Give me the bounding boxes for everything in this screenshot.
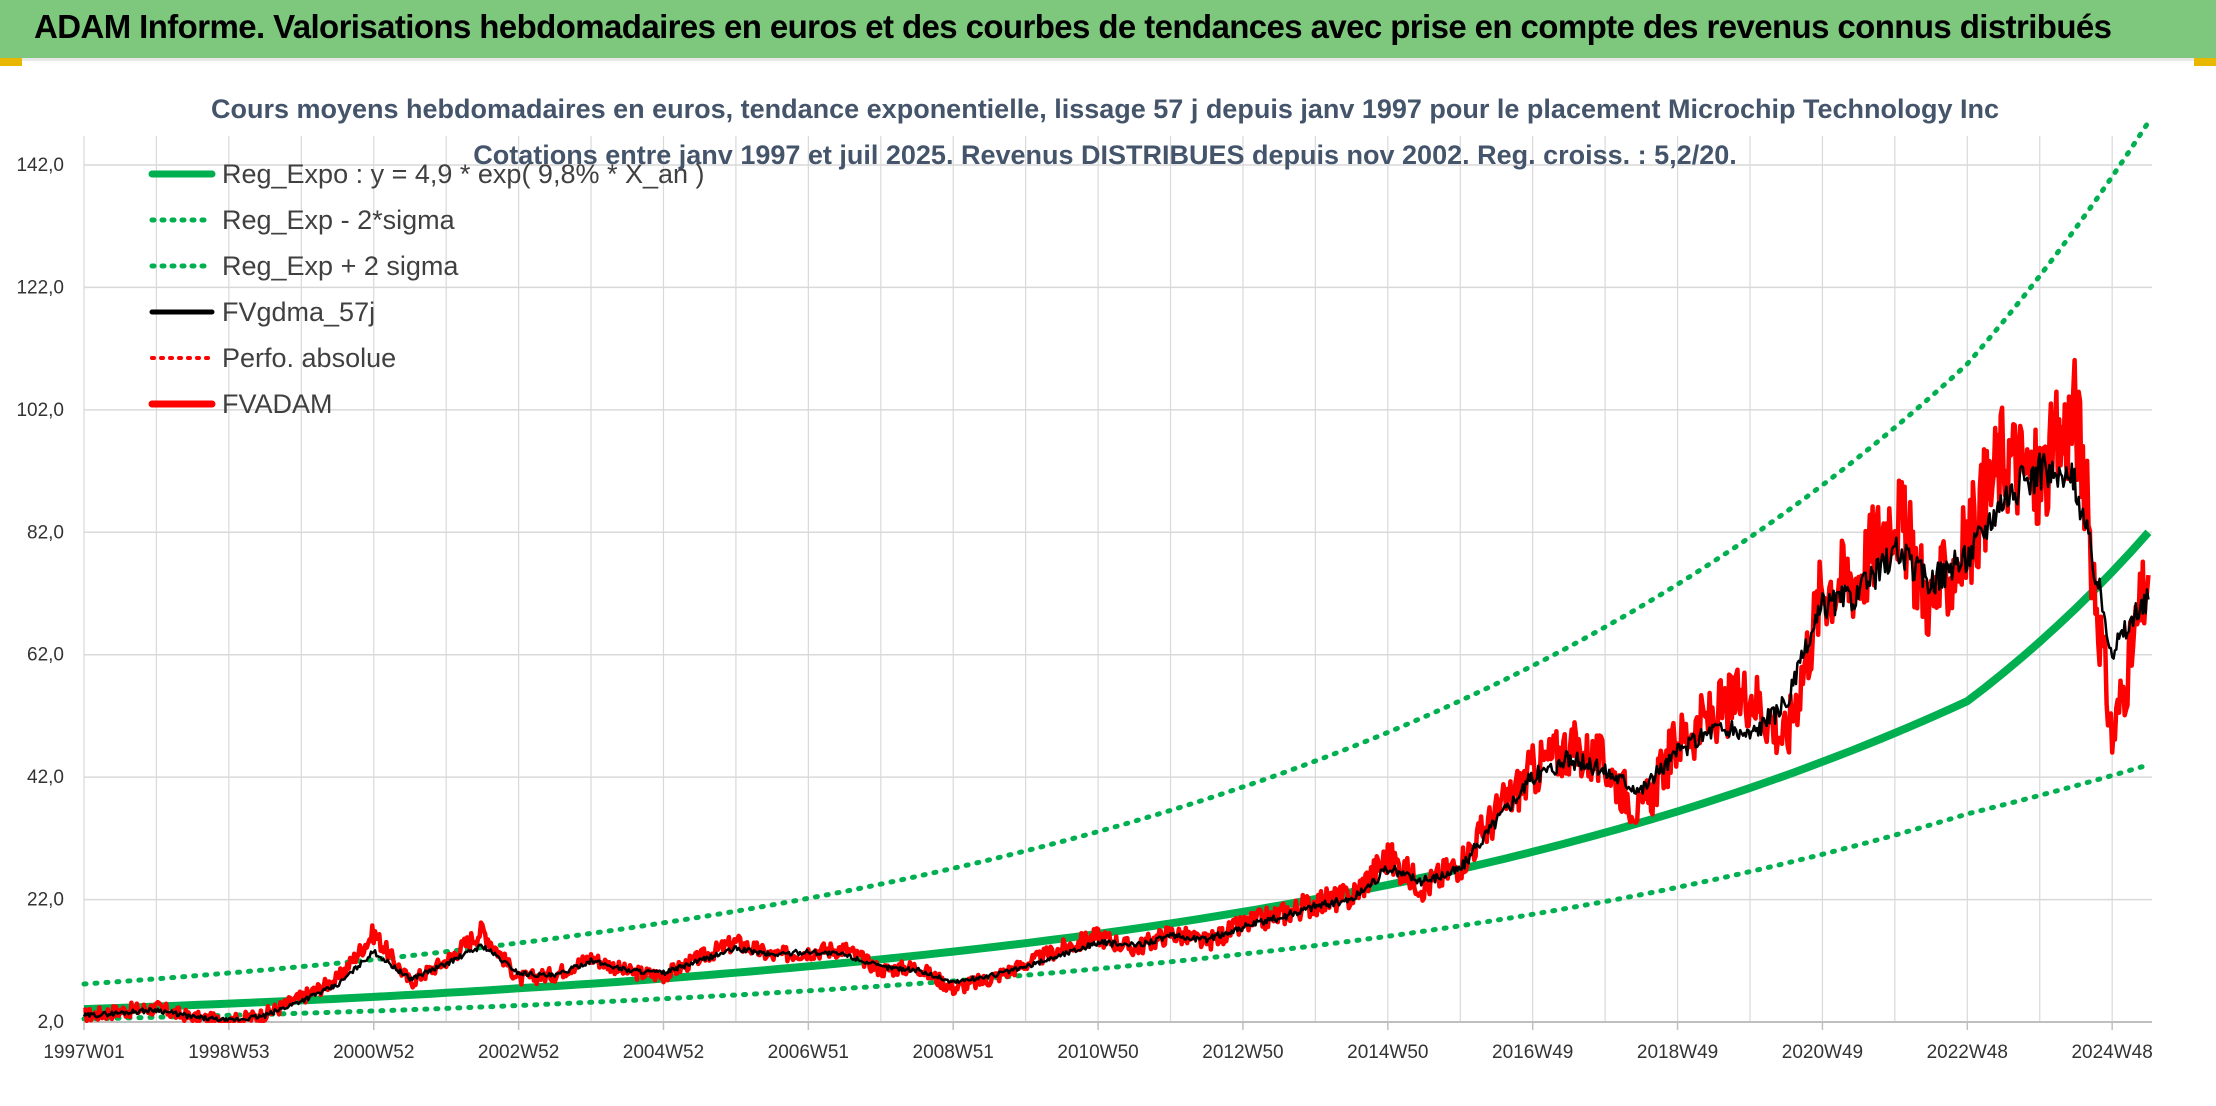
chart-title: Cours moyens hebdomadaires en euros, ten… xyxy=(211,94,1999,124)
legend-label: Reg_Exp - 2*sigma xyxy=(222,205,456,235)
legend-label: FVADAM xyxy=(222,389,333,419)
x-tick-label: 2014W50 xyxy=(1347,1042,1428,1063)
grid xyxy=(83,136,2152,1023)
y-tick-label: 22,0 xyxy=(27,890,64,911)
chart-subtitle: Cotations entre janv 1997 et juil 2025. … xyxy=(473,140,1736,170)
x-tick-label: 2008W51 xyxy=(913,1042,994,1063)
corner-mark-right xyxy=(2194,58,2216,66)
x-tick-label: 2020W49 xyxy=(1782,1042,1863,1063)
x-tick-label: 2004W52 xyxy=(623,1042,704,1063)
legend-label: Reg_Expo : y = 4,9 * exp( 9,8% * X_an ) xyxy=(222,159,705,189)
legend-label: Perfo. absolue xyxy=(222,343,396,373)
x-tick-label: 2016W49 xyxy=(1492,1042,1573,1063)
x-tick-label: 1998W53 xyxy=(188,1042,269,1063)
legend: Reg_Expo : y = 4,9 * exp( 9,8% * X_an ) R… xyxy=(148,159,705,419)
legend-label: FVgdma_57j xyxy=(222,297,375,327)
x-tick-label: 2006W51 xyxy=(768,1042,849,1063)
corner-mark-left xyxy=(0,58,22,66)
series-fvgdma-57j xyxy=(82,452,2150,1023)
x-tick-label: 2018W49 xyxy=(1637,1042,1718,1063)
y-tick-label: 82,0 xyxy=(27,522,64,543)
y-tick-label: 2,0 xyxy=(38,1012,64,1033)
legend-label: Reg_Exp + 2 sigma xyxy=(222,251,459,281)
series-fvadam xyxy=(82,357,2151,1024)
report-title: ADAM Informe. Valorisations hebdomadaire… xyxy=(34,8,2112,45)
y-tick-label: 102,0 xyxy=(16,400,64,421)
x-tick-label: 2010W50 xyxy=(1057,1042,1138,1063)
axes: 2,0 22,0 42,0 62,0 82,0 102,0 122,0 142,0 1997W0… xyxy=(16,155,2152,1063)
series xyxy=(81,119,2152,1024)
x-tick-label: 2012W50 xyxy=(1202,1042,1283,1063)
x-tick-label: 2000W52 xyxy=(333,1042,414,1063)
y-tick-label: 42,0 xyxy=(27,767,64,788)
chart-area: 2,0 22,0 42,0 62,0 82,0 102,0 122,0 142,0 1997W0… xyxy=(0,62,2216,1106)
series-reg-minus-2sigma xyxy=(81,762,2151,1022)
x-tick-label: 2024W48 xyxy=(2071,1042,2152,1063)
x-tick-label: 2022W48 xyxy=(1927,1042,2008,1063)
x-tick-label: 1997W01 xyxy=(43,1042,124,1063)
trend-chart: 2,0 22,0 42,0 62,0 82,0 102,0 122,0 142,0 1997W0… xyxy=(16,94,2152,1063)
y-tick-label: 142,0 xyxy=(16,155,64,176)
x-tick-label: 2002W52 xyxy=(478,1042,559,1063)
y-tick-label: 122,0 xyxy=(16,277,64,298)
report-header: ADAM Informe. Valorisations hebdomadaire… xyxy=(0,0,2216,61)
y-tick-label: 62,0 xyxy=(27,645,64,666)
series-reg-plus-2sigma xyxy=(81,119,2151,987)
